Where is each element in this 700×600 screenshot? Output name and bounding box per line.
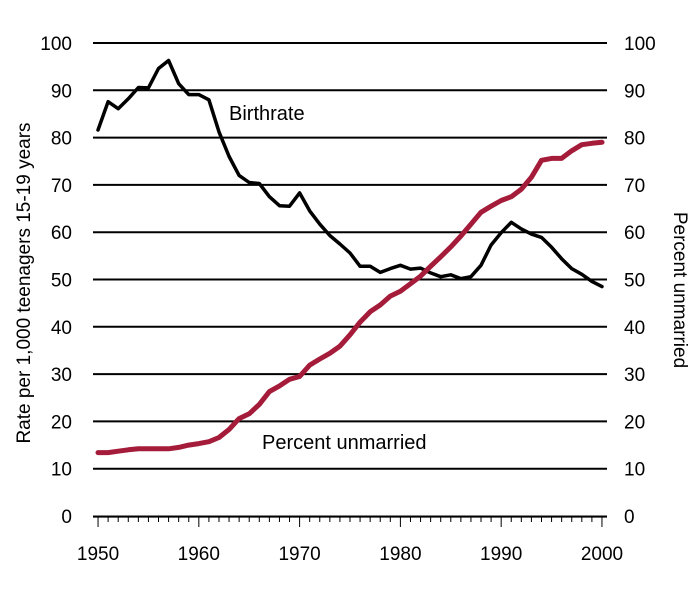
- percent-unmarried-label: Percent unmarried: [262, 432, 427, 454]
- y2-tick-label: 40: [624, 318, 645, 339]
- series-line-birthrate: [96, 58, 604, 289]
- y-tick-label: 60: [51, 223, 72, 244]
- y2-tick-label: 80: [624, 129, 645, 150]
- x-tick-label: 1970: [278, 544, 320, 565]
- y-axis-left-ticks: 0 10 20 30 40 50 60 70 80 90 100: [40, 34, 72, 528]
- y2-tick-label: 60: [624, 223, 645, 244]
- y-tick-label: 90: [51, 81, 72, 102]
- y2-tick-label: 70: [624, 176, 645, 197]
- x-tick-label: 1990: [480, 544, 522, 565]
- x-tick-label: 1950: [77, 544, 119, 565]
- y-tick-label: 20: [51, 412, 72, 433]
- y-tick-label: 10: [51, 460, 72, 481]
- y2-tick-label: 0: [624, 507, 635, 528]
- y-tick-label: 40: [51, 318, 72, 339]
- y-axis-right-ticks: 0 10 20 30 40 50 60 70 80 90 100: [624, 34, 656, 528]
- gridlines: [93, 42, 607, 517]
- y-tick-label: 50: [51, 271, 72, 292]
- y-tick-label: 80: [51, 129, 72, 150]
- y2-tick-label: 10: [624, 460, 645, 481]
- y2-tick-label: 20: [624, 412, 645, 433]
- y-axis-title: Rate per 1,000 teenagers 15-19 years: [14, 122, 35, 443]
- y2-tick-label: 100: [624, 34, 656, 55]
- x-tick-label: 1980: [379, 544, 421, 565]
- x-tick-label: 2000: [581, 544, 623, 565]
- y2-tick-label: 50: [624, 271, 645, 292]
- y-tick-label: 0: [61, 507, 72, 528]
- series-line-percent-unmarried: [95, 139, 605, 456]
- x-tick-label: 1960: [178, 544, 220, 565]
- y-tick-label: 100: [40, 34, 72, 55]
- y2-axis-title: Percent unmarried: [669, 212, 690, 368]
- x-axis: 1950 1960 1970 1980 1990 2000: [77, 516, 623, 565]
- y-tick-label: 30: [51, 365, 72, 386]
- birthrate-label: Birthrate: [229, 103, 305, 125]
- y-tick-label: 70: [51, 176, 72, 197]
- series-lines: [95, 58, 605, 456]
- y2-tick-label: 90: [624, 81, 645, 102]
- y2-tick-label: 30: [624, 365, 645, 386]
